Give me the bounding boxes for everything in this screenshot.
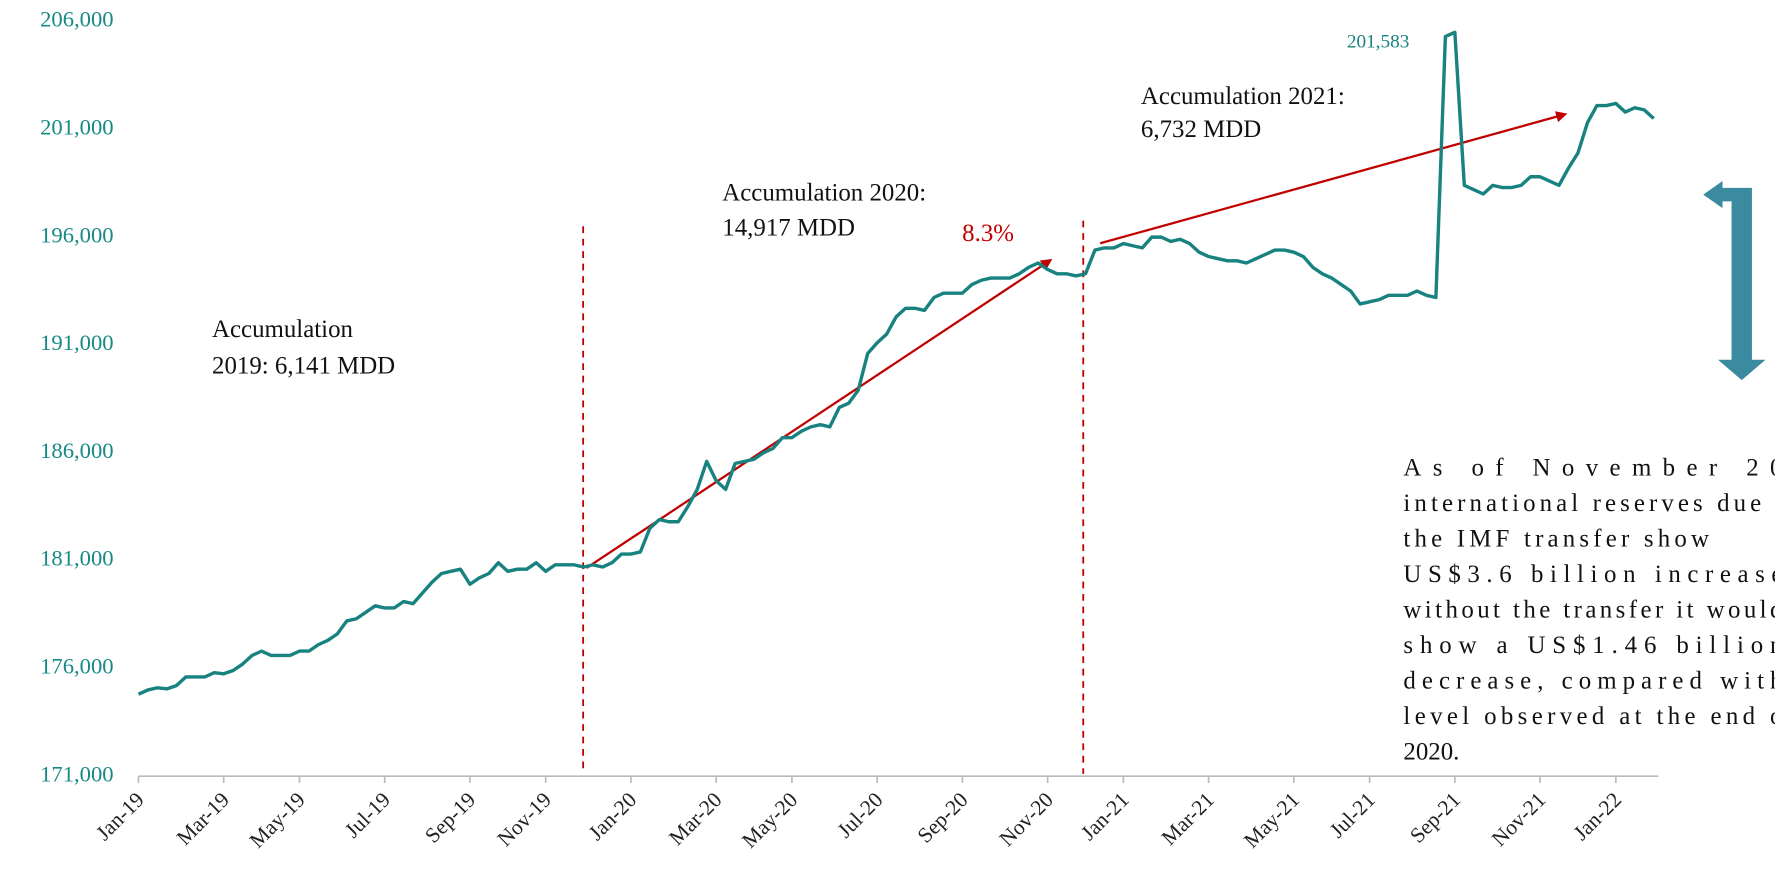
annotation: Accumulation 2020: xyxy=(722,179,926,206)
annotation: As of November 20 xyxy=(1403,454,1775,481)
annotation: 201,583 xyxy=(1347,31,1409,52)
x-tick-label: Jul-20 xyxy=(833,788,888,843)
trend-arrow xyxy=(585,258,1053,569)
x-tick-label: Jul-19 xyxy=(340,788,395,843)
x-tick-label: May-19 xyxy=(245,788,310,853)
annotation: 6,732 MDD xyxy=(1141,116,1261,143)
x-tick-label: Sep-19 xyxy=(420,788,480,848)
annotation: 2019: 6,141 MDD xyxy=(212,352,395,379)
y-tick-label: 186,000 xyxy=(40,438,113,463)
change-arrow xyxy=(1703,181,1766,381)
x-tick-label: Sep-21 xyxy=(1405,788,1465,848)
x-tick-label: May-20 xyxy=(737,788,802,853)
annotation: the IMF transfer show xyxy=(1403,525,1709,552)
trend-arrow xyxy=(1099,111,1568,245)
x-tick-label: Sep-20 xyxy=(913,788,973,848)
annotation: 14,917 MDD xyxy=(722,214,855,241)
series-line xyxy=(137,30,1655,696)
annotation: international reserves due t xyxy=(1403,490,1775,517)
x-tick-label: Nov-19 xyxy=(493,788,556,851)
x-tick-label: Jan-22 xyxy=(1569,788,1626,845)
x-tick-label: Nov-20 xyxy=(995,788,1058,851)
annotation: Accumulation xyxy=(212,316,353,343)
x-tick-label: Mar-19 xyxy=(172,788,234,850)
annotation: 8.3% xyxy=(962,220,1014,247)
y-tick-label: 191,000 xyxy=(40,330,113,355)
x-tick-label: Jan-20 xyxy=(584,788,641,845)
x-tick-label: Jan-21 xyxy=(1076,788,1133,845)
annotation: Accumulation 2021: xyxy=(1141,83,1345,110)
annotation: US$3.6 billion increase xyxy=(1403,561,1775,588)
x-tick-label: Nov-21 xyxy=(1487,788,1550,851)
y-tick-label: 206,000 xyxy=(40,7,113,32)
annotation: show a US$1.46 billion xyxy=(1403,632,1775,659)
annotation: decrease, compared with xyxy=(1403,667,1775,694)
y-tick-label: 176,000 xyxy=(40,654,113,679)
x-tick-label: Mar-21 xyxy=(1157,788,1219,850)
x-tick-label: May-21 xyxy=(1239,788,1304,853)
y-tick-label: 196,000 xyxy=(40,222,113,247)
annotation: 2020. xyxy=(1403,738,1459,765)
x-tick-label: Jul-21 xyxy=(1325,788,1380,843)
y-tick-label: 201,000 xyxy=(40,114,113,139)
annotation: without the transfer it would xyxy=(1403,596,1775,623)
annotation: level observed at the end o xyxy=(1403,703,1775,730)
x-tick-label: Mar-20 xyxy=(664,788,726,850)
y-tick-label: 171,000 xyxy=(40,761,113,786)
x-tick-label: Jan-19 xyxy=(91,788,148,845)
y-tick-label: 181,000 xyxy=(40,546,113,571)
